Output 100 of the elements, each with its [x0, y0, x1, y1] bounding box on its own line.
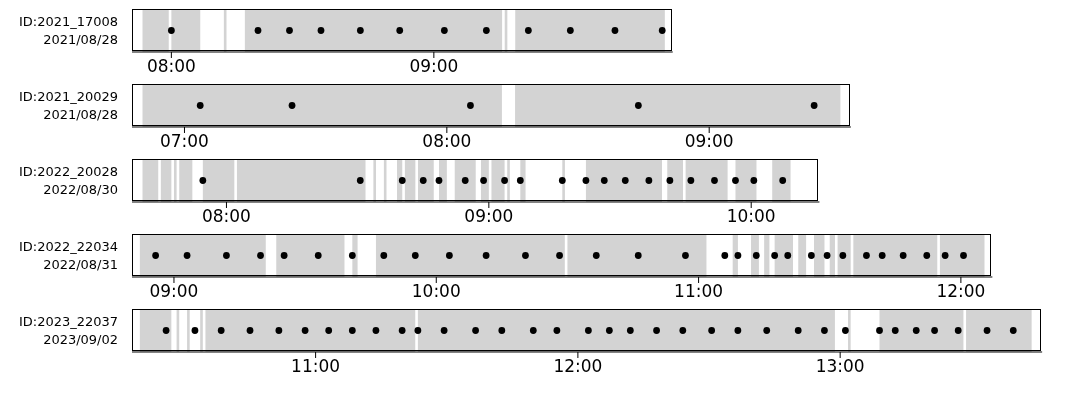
point: [626, 327, 634, 334]
point: [472, 327, 479, 334]
point: [467, 102, 474, 109]
x-tick-label: 10:00: [726, 206, 776, 227]
point: [280, 252, 288, 259]
point: [314, 252, 322, 259]
point: [380, 252, 388, 259]
x-tick-label: 09:00: [464, 206, 514, 227]
point: [794, 327, 802, 334]
point: [254, 27, 262, 34]
x-tick-label: 10:00: [411, 281, 461, 302]
point: [398, 177, 406, 184]
point: [348, 252, 356, 259]
point: [687, 177, 695, 184]
y-tick-label: ID:2022_20028 2022/08/30: [18, 164, 118, 197]
point: [763, 327, 771, 334]
point: [682, 252, 689, 259]
point: [480, 177, 487, 184]
x-tick-label: 09:00: [149, 281, 199, 302]
point: [152, 252, 159, 259]
point: [356, 177, 364, 184]
x-tick-label: 12:00: [936, 281, 986, 302]
y-tick-label: ID:2021_17008 2021/08/28: [18, 14, 118, 47]
point: [582, 177, 590, 184]
point: [732, 177, 739, 184]
point: [931, 327, 938, 334]
point: [498, 327, 506, 334]
point: [199, 177, 207, 184]
point: [301, 327, 309, 334]
x-tick-label: 13:00: [815, 356, 865, 377]
point: [734, 327, 742, 334]
point: [923, 252, 931, 259]
point: [275, 327, 283, 334]
point: [553, 327, 561, 334]
point: [666, 177, 674, 184]
point: [863, 252, 870, 259]
point: [396, 27, 404, 34]
point: [501, 177, 508, 184]
point: [752, 252, 760, 259]
point: [419, 177, 427, 184]
point: [217, 327, 225, 334]
point: [446, 252, 453, 259]
point: [196, 102, 204, 109]
point: [372, 327, 380, 334]
point: [645, 177, 653, 184]
y-tick-label: ID:2021_20029 2021/08/28: [18, 89, 118, 122]
point: [708, 327, 716, 334]
point: [566, 27, 574, 34]
point: [941, 252, 949, 259]
point: [482, 27, 490, 34]
point: [750, 177, 758, 184]
point: [167, 27, 175, 34]
point: [611, 27, 619, 34]
point: [810, 102, 818, 109]
x-tick-label: 08:00: [146, 56, 196, 77]
point: [524, 27, 532, 34]
point: [325, 327, 333, 334]
x-tick-label: 11:00: [674, 281, 724, 302]
x-tick-label: 09:00: [409, 56, 459, 77]
point: [223, 252, 230, 259]
point: [162, 327, 170, 334]
point: [398, 327, 406, 334]
point: [621, 177, 629, 184]
point: [821, 327, 828, 334]
point: [529, 327, 537, 334]
x-tick-label: 11:00: [291, 356, 341, 377]
point: [516, 177, 524, 184]
point: [658, 27, 666, 34]
x-tick-label: 07:00: [160, 131, 209, 152]
point: [440, 327, 448, 334]
point: [771, 252, 779, 259]
point: [317, 27, 325, 34]
point: [183, 252, 191, 259]
point: [899, 252, 907, 259]
x-tick-label: 08:00: [422, 131, 472, 152]
point: [878, 252, 886, 259]
y-tick-label: ID:2023_22037 2023/09/02: [18, 314, 118, 347]
point: [711, 177, 718, 184]
point: [584, 327, 592, 334]
point: [411, 252, 419, 259]
point: [839, 252, 847, 259]
point: [784, 252, 792, 259]
point: [734, 252, 742, 259]
point: [440, 27, 448, 34]
point: [246, 327, 254, 334]
x-tick-label: 12:00: [553, 356, 603, 377]
point: [522, 252, 529, 259]
point: [257, 252, 264, 259]
point: [191, 327, 199, 334]
point: [954, 327, 962, 334]
point: [348, 327, 356, 334]
point: [482, 252, 490, 259]
y-tick-label: ID:2022_22034 2022/08/31: [18, 239, 118, 272]
point: [842, 327, 849, 334]
point: [721, 252, 729, 259]
point: [891, 327, 899, 334]
point: [461, 177, 469, 184]
point: [679, 327, 687, 334]
x-tick-label: 08:00: [201, 206, 251, 227]
point: [435, 177, 443, 184]
